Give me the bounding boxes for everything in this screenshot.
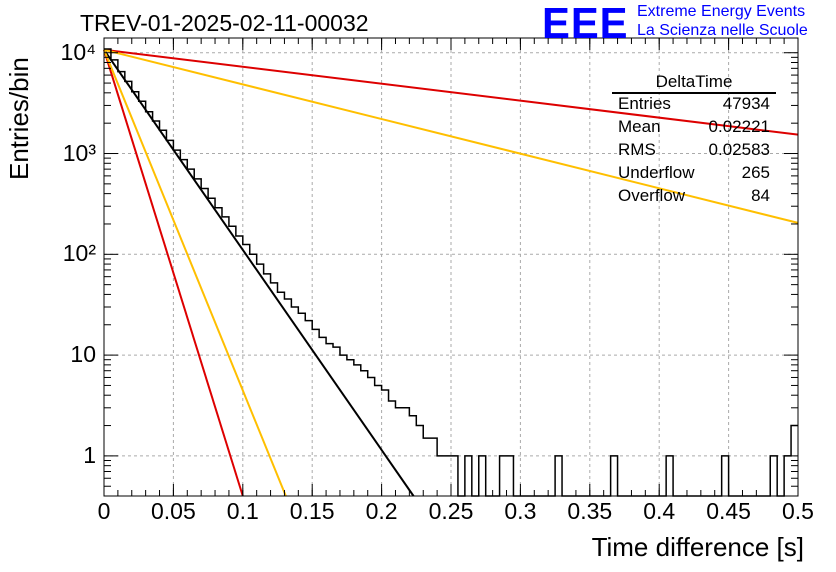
stat-rms-label: RMS (618, 140, 656, 159)
logo-line-2: La Scienza nelle Scuole (637, 22, 808, 39)
x-tick-label: 0.45 (706, 498, 751, 524)
fit-curve (103, 49, 244, 497)
stat-underflow-value: 265 (741, 163, 770, 182)
x-tick-label: 0.15 (289, 498, 335, 524)
y-tick-label: 10³ (62, 139, 96, 166)
logo-line-1: Extreme Energy Events (637, 3, 806, 20)
stats-rule (612, 92, 776, 94)
y-tick-label: 1 (83, 441, 96, 468)
x-tick-label: 0.2 (365, 498, 398, 524)
fit-curve (103, 48, 799, 136)
stat-rms-value: 0.02583 (708, 140, 770, 159)
x-tick-label: 0.3 (504, 498, 537, 524)
fit-curve (103, 49, 287, 497)
stat-entries-label: Entries (618, 94, 671, 113)
fit-curve (103, 48, 799, 224)
x-tick-label: 0.25 (428, 498, 474, 524)
x-tick-label: 0.1 (226, 498, 259, 524)
y-tick-label: 10⁴ (60, 38, 96, 65)
y-tick-label: 10² (62, 240, 96, 267)
stat-underflow-label: Underflow (618, 163, 695, 182)
eee-logo: EEE (542, 0, 629, 48)
x-tick-label: 0.35 (567, 498, 613, 524)
x-tick-label: 0.05 (151, 498, 196, 524)
grid-lines (104, 38, 798, 496)
x-tick-label: 0 (97, 498, 111, 524)
x-tick-label: 0.4 (643, 498, 676, 524)
stat-mean-label: Mean (618, 117, 661, 136)
stat-entries-value: 47934 (722, 94, 770, 113)
fit-curves (103, 48, 799, 497)
stat-overflow-label: Overflow (618, 186, 686, 205)
y-tick-label: 10 (70, 341, 96, 368)
x-tick-label: 0.5 (782, 498, 814, 524)
stats-title: DeltaTime (655, 72, 733, 91)
stat-overflow-value: 84 (751, 186, 770, 205)
fit-curve (103, 49, 415, 497)
x-axis-label: Time difference [s] (591, 532, 804, 562)
stat-mean-value: 0.02221 (708, 117, 770, 136)
chart-title: TREV-01-2025-02-11-00032 (80, 10, 369, 36)
axis-ticks (103, 38, 799, 497)
y-axis-label: Entries/bin (4, 57, 34, 180)
